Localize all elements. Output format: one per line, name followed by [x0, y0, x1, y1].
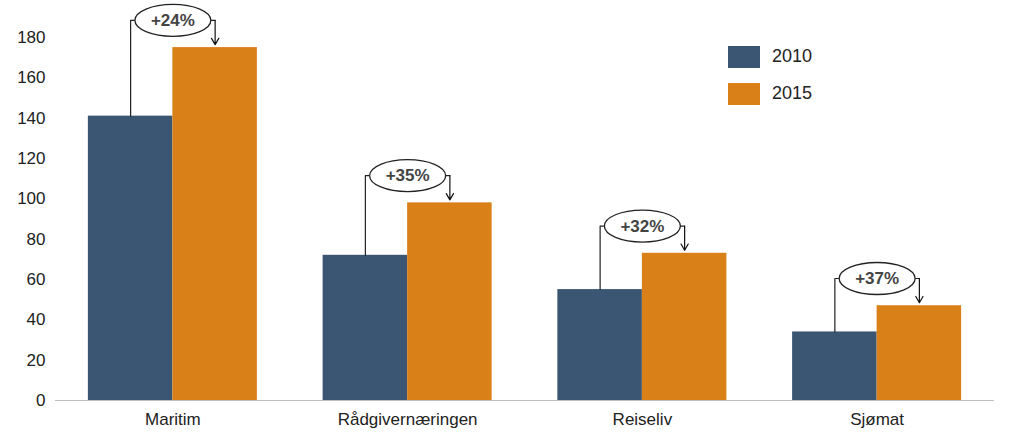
svg-text:40: 40: [27, 310, 46, 329]
html-text:2015: 2015: [772, 83, 812, 103]
svg-text:Maritim: Maritim: [145, 410, 201, 429]
svg-text:80: 80: [27, 230, 46, 249]
html-text:2010: 2010: [772, 46, 812, 66]
svg-text:Rådgivernæringen: Rådgivernæringen: [338, 410, 478, 429]
svg-text:180: 180: [17, 28, 45, 47]
svg-text:+32%: +32%: [620, 216, 664, 235]
svg-text:60: 60: [27, 270, 46, 289]
svg-text:+37%: +37%: [855, 269, 899, 288]
svg-text:100: 100: [17, 189, 45, 208]
svg-text:Sjømat: Sjømat: [850, 410, 904, 429]
svg-text:140: 140: [17, 109, 45, 128]
svg-text:0: 0: [36, 391, 45, 410]
svg-text:20: 20: [27, 351, 46, 370]
svg-text:160: 160: [17, 68, 45, 87]
svg-text:Reiseliv: Reiseliv: [613, 410, 673, 429]
svg-text:120: 120: [17, 149, 45, 168]
svg-text:+24%: +24%: [151, 11, 195, 30]
svg-text:+35%: +35%: [386, 166, 430, 185]
